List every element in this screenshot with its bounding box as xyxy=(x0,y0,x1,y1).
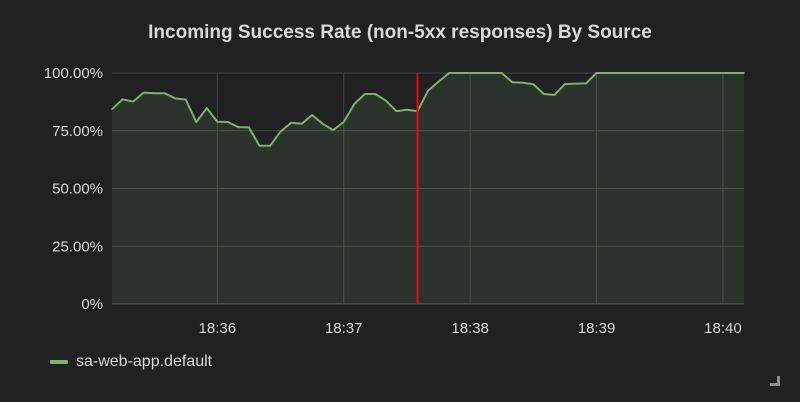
data-point xyxy=(269,144,271,147)
data-point xyxy=(163,92,166,95)
data-point xyxy=(627,72,629,74)
data-point xyxy=(585,82,587,85)
x-tick-label: 18:39 xyxy=(578,320,616,337)
data-point xyxy=(743,72,745,74)
data-point xyxy=(258,144,261,147)
data-point xyxy=(206,107,208,109)
legend-label: sa-web-app.default xyxy=(76,353,213,370)
data-point xyxy=(637,72,640,74)
data-point xyxy=(342,121,345,123)
data-point xyxy=(153,92,155,95)
data-point xyxy=(543,93,545,95)
y-tick-label: 100.00% xyxy=(44,65,103,82)
data-point xyxy=(500,72,503,74)
data-point xyxy=(490,72,493,74)
x-tick-label: 18:38 xyxy=(451,320,489,337)
data-point xyxy=(532,83,535,86)
data-point xyxy=(469,72,471,74)
data-point xyxy=(448,72,450,74)
data-point xyxy=(279,130,282,133)
data-point xyxy=(522,81,524,84)
data-point xyxy=(174,97,176,100)
data-point xyxy=(732,72,735,74)
data-point xyxy=(669,72,672,74)
data-point xyxy=(353,103,356,105)
data-point xyxy=(564,83,566,85)
data-point xyxy=(479,72,482,74)
data-point xyxy=(300,123,303,125)
legend-item[interactable]: sa-web-app.default xyxy=(50,353,212,371)
data-point xyxy=(711,72,714,74)
y-tick-label: 0% xyxy=(81,296,103,313)
x-tick-label: 18:40 xyxy=(704,320,742,337)
data-point xyxy=(142,91,145,94)
data-point xyxy=(374,93,377,95)
data-point xyxy=(395,110,398,112)
data-point xyxy=(406,108,408,111)
data-point xyxy=(111,108,113,111)
data-point xyxy=(511,81,514,84)
data-point xyxy=(364,93,366,95)
data-point xyxy=(216,120,219,123)
data-point xyxy=(290,121,292,124)
data-point xyxy=(658,72,661,74)
series-area-fill xyxy=(112,73,744,304)
data-point xyxy=(184,98,187,101)
data-point xyxy=(458,72,461,74)
panel-title[interactable]: Incoming Success Rate (non-5xx responses… xyxy=(148,22,652,43)
data-point xyxy=(690,72,693,74)
data-point xyxy=(701,72,703,74)
data-point xyxy=(121,98,124,101)
legend-swatch xyxy=(50,360,68,364)
data-point xyxy=(648,72,650,74)
data-point xyxy=(332,129,335,131)
y-tick-label: 25.00% xyxy=(52,238,103,255)
data-point xyxy=(437,80,440,83)
resize-handle-icon[interactable] xyxy=(770,376,780,386)
data-point xyxy=(574,82,577,85)
data-point xyxy=(132,100,134,103)
data-point xyxy=(553,94,556,96)
data-point xyxy=(595,72,598,74)
data-point xyxy=(606,72,608,74)
data-point xyxy=(237,126,240,128)
x-tick-label: 18:37 xyxy=(325,320,363,337)
x-tick-label: 18:36 xyxy=(199,320,237,337)
data-point xyxy=(227,121,229,123)
data-point xyxy=(427,89,429,92)
data-point xyxy=(385,99,387,102)
data-point xyxy=(680,72,682,74)
data-point xyxy=(321,123,324,125)
y-tick-label: 75.00% xyxy=(52,123,103,140)
data-point xyxy=(311,114,313,116)
y-tick-label: 50.00% xyxy=(52,181,103,198)
data-point xyxy=(248,126,250,129)
data-point xyxy=(195,121,198,123)
data-point xyxy=(722,72,724,74)
data-point xyxy=(616,72,619,74)
